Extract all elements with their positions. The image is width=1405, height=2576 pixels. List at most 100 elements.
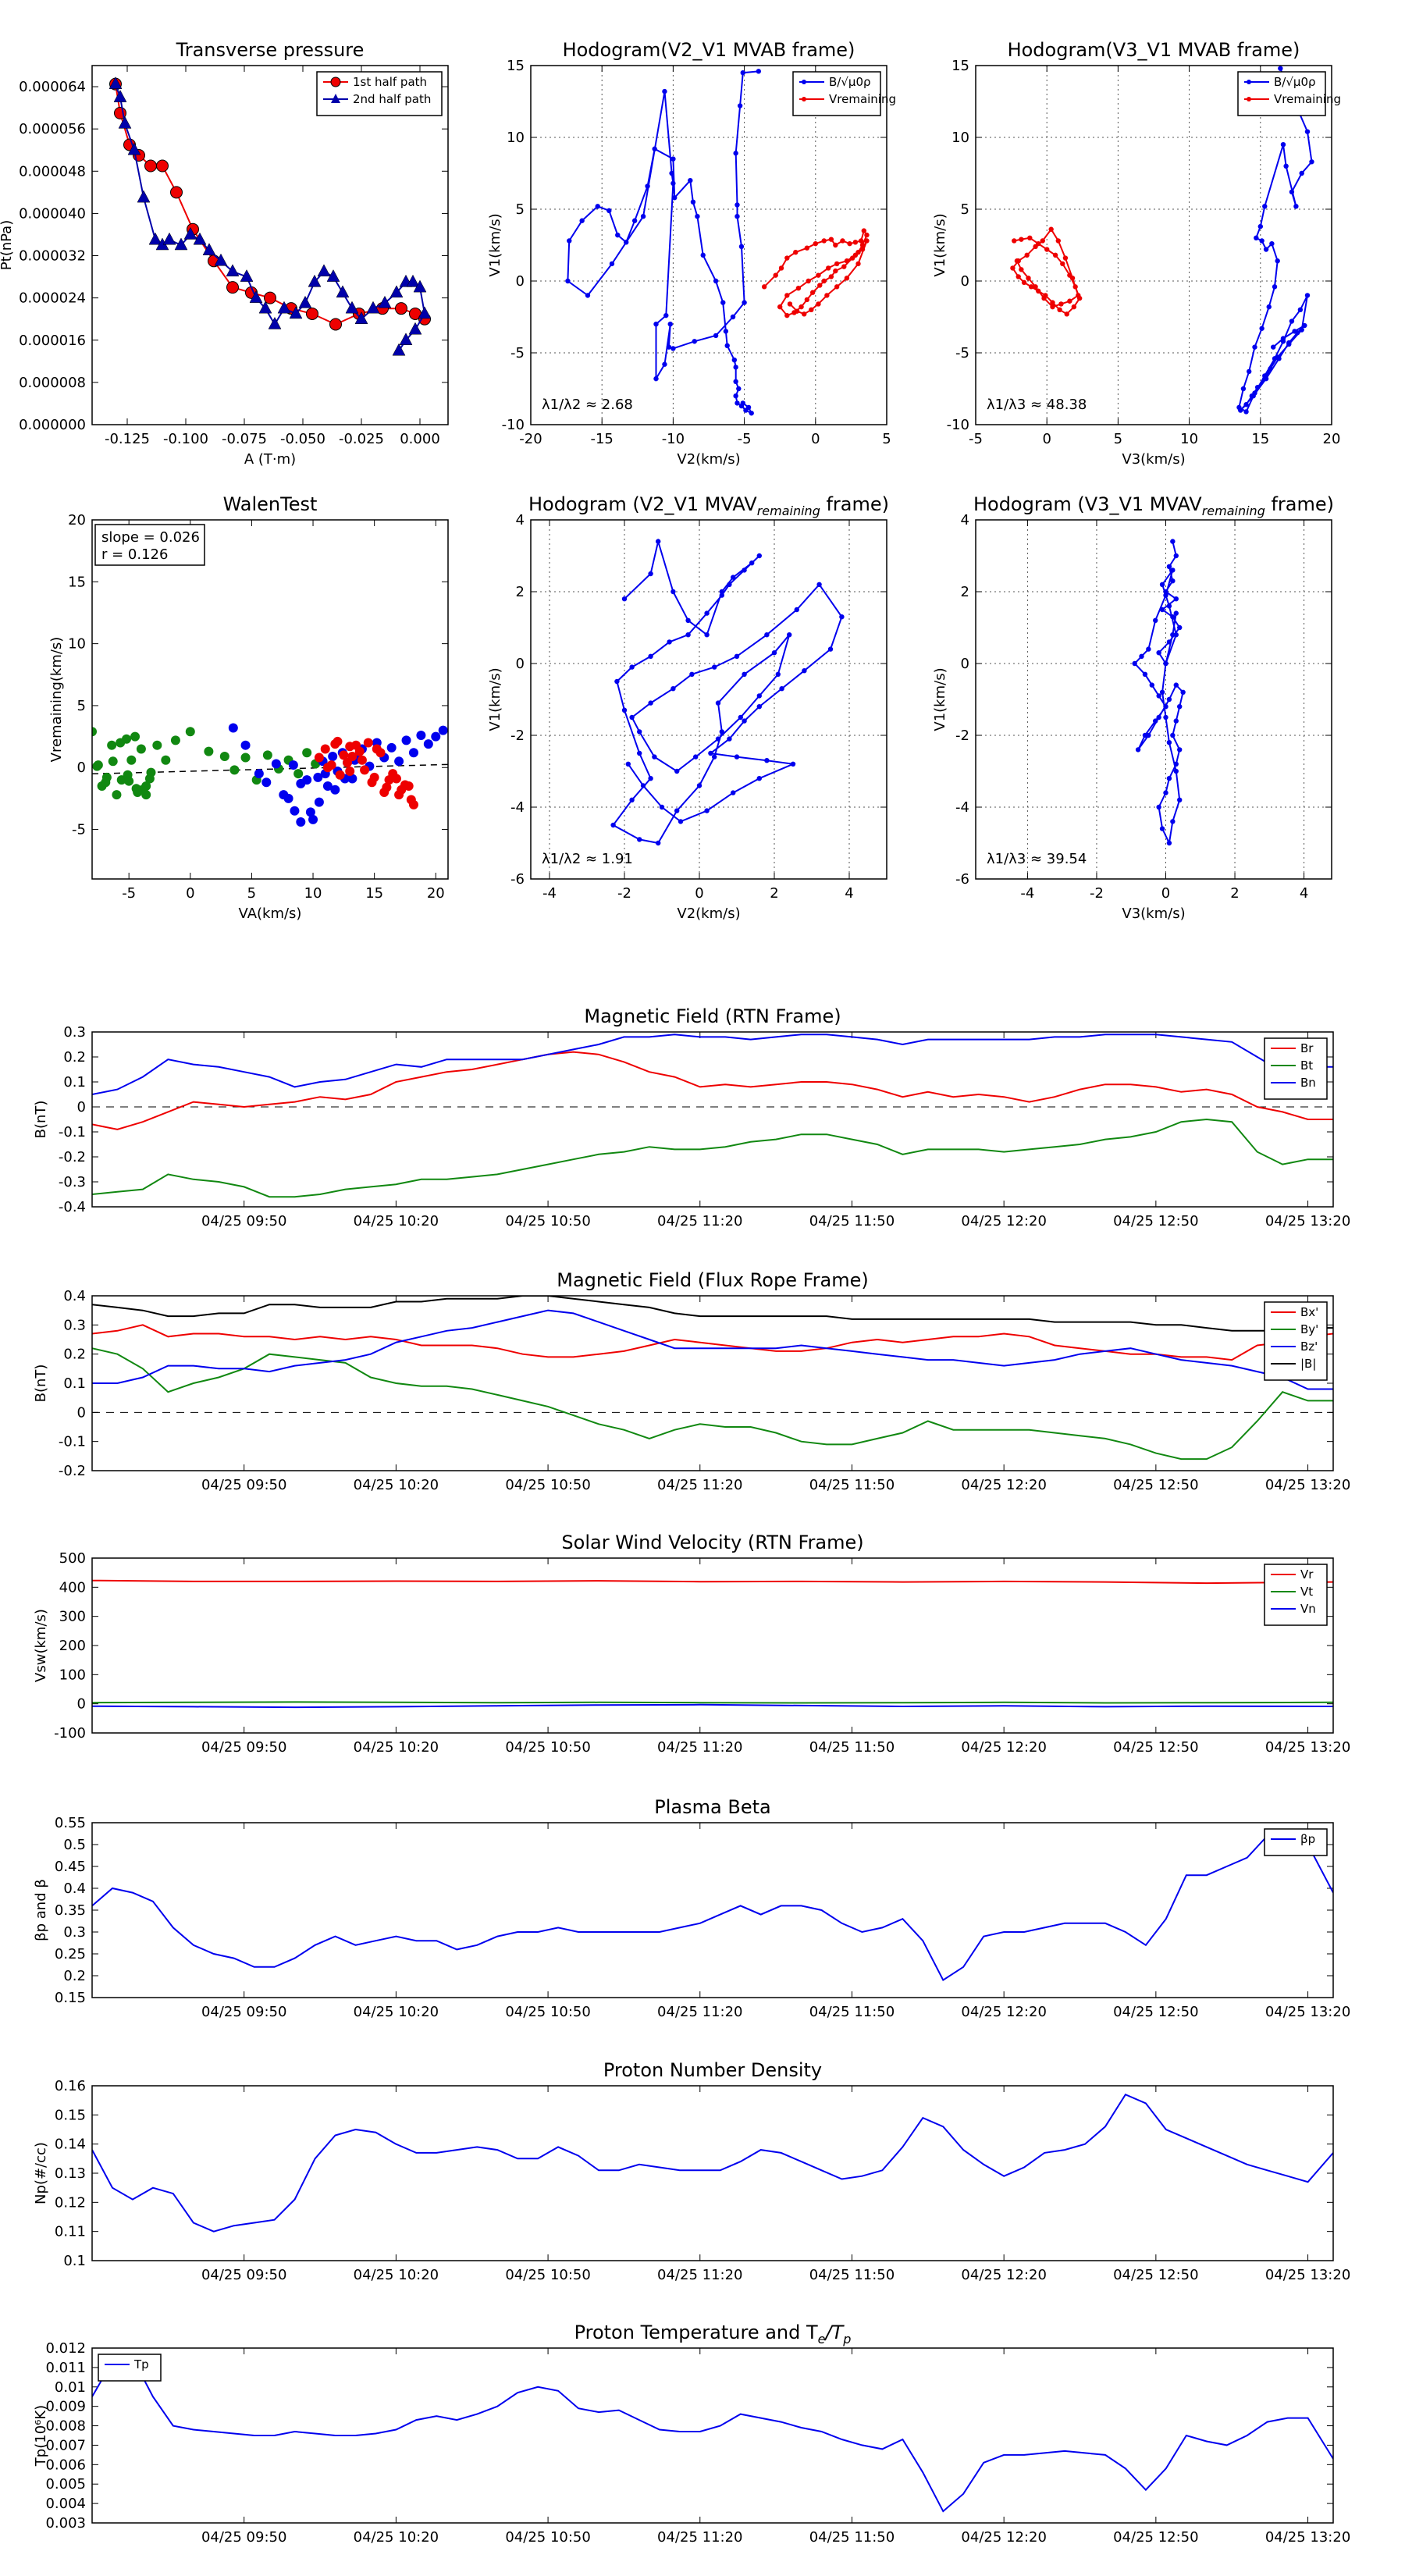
data-point: [775, 671, 781, 677]
series-1: [92, 2093, 1333, 2233]
data-point: [749, 560, 755, 566]
data-point: [1262, 204, 1268, 209]
data-point: [859, 242, 866, 248]
x-tick-label: 15: [1251, 431, 1269, 447]
data-point: [1041, 295, 1047, 301]
data-point: [1177, 797, 1183, 802]
series-line: [1133, 541, 1184, 846]
x-tick-label: 04/25 09:50: [201, 1477, 286, 1493]
data-point: [357, 755, 367, 765]
series-1: [92, 1051, 1333, 1130]
y-tick-label: -6: [955, 871, 969, 888]
x-tick-label: 10: [304, 885, 322, 902]
data-point: [1033, 284, 1038, 290]
y-tick-label: 0.000000: [19, 417, 86, 433]
series-line: [92, 1309, 1333, 1390]
data-point: [1243, 409, 1249, 415]
data-point: [1040, 238, 1045, 244]
y-tick-label: 0.000032: [19, 248, 86, 265]
plot-frame: [975, 519, 1332, 880]
plot-area: [1010, 66, 1314, 415]
data-point: [384, 775, 394, 785]
data-point: [406, 274, 420, 287]
y-tick-label: -100: [54, 1725, 86, 1742]
y-tick-label: 0: [77, 1404, 86, 1421]
legend-box: [98, 2354, 162, 2382]
plot-frame: [975, 65, 1332, 425]
data-point: [1048, 226, 1054, 232]
y-tick-label: 0: [961, 656, 969, 672]
legend-marker: [802, 80, 806, 84]
data-point: [787, 301, 793, 307]
data-point: [615, 232, 621, 238]
data-point: [156, 159, 169, 173]
data-point: [1159, 689, 1165, 695]
data-point: [1153, 718, 1158, 724]
data-point: [804, 297, 810, 303]
y-tick-label: -5: [955, 345, 969, 361]
x-tick-label: -4: [542, 885, 557, 902]
data-point: [1069, 276, 1076, 281]
data-point: [790, 761, 796, 767]
data-point: [795, 286, 802, 291]
y-tick-label: -0.1: [59, 1434, 86, 1450]
data-point: [859, 247, 866, 252]
data-point: [855, 261, 861, 267]
data-point: [637, 750, 642, 756]
data-point: [1050, 304, 1055, 310]
data-point: [809, 290, 816, 295]
x-tick-label: 04/25 09:50: [201, 1213, 286, 1229]
data-point: [861, 228, 867, 233]
y-tick-label: 0.1: [63, 1074, 86, 1091]
data-point: [663, 312, 669, 318]
y-tick-label: -10: [502, 417, 525, 433]
y-tick-label: 0.13: [55, 2165, 86, 2182]
data-point: [653, 375, 659, 382]
x-tick-label: 04/25 10:50: [505, 1213, 590, 1229]
data-point: [749, 411, 754, 416]
data-point: [1153, 617, 1158, 623]
data-point: [1297, 307, 1304, 312]
data-point: [565, 278, 571, 284]
y-tick-label: 0.008: [45, 2418, 86, 2435]
data-point: [1163, 592, 1168, 598]
x-tick-label: 04/25 13:20: [1265, 2004, 1350, 2020]
chart-12: Proton Temperature and Te/Tp 04/25 09:50 0…: [33, 2322, 1350, 2546]
data-point: [1240, 386, 1247, 392]
stats-line: r = 0.126: [101, 546, 168, 563]
data-point: [1280, 142, 1286, 148]
data-point: [737, 103, 743, 109]
x-tick-label: 04/25 10:20: [354, 2004, 439, 2020]
chart-title: Hodogram(V3_V1 MVAB frame): [1008, 39, 1300, 61]
data-point: [185, 727, 195, 737]
data-point: [1142, 732, 1148, 738]
data-point: [734, 653, 740, 659]
data-point: [254, 769, 264, 779]
data-point: [695, 214, 700, 219]
data-point: [141, 781, 151, 792]
data-point: [108, 76, 123, 89]
legend-label: B/√μ0ρ: [829, 75, 871, 89]
data-point: [1026, 276, 1031, 281]
y-axis-label: V1(km/s): [932, 667, 948, 731]
data-point: [354, 746, 365, 756]
data-point: [326, 269, 340, 282]
data-point: [416, 731, 426, 740]
series-2: [761, 228, 870, 318]
data-point: [1064, 311, 1069, 317]
x-tick-label: 04/25 11:20: [657, 2004, 742, 2020]
series-1: [92, 1324, 1333, 1361]
data-point: [1163, 790, 1168, 795]
data-point: [193, 232, 207, 245]
data-point: [704, 632, 710, 638]
data-point: [1257, 223, 1264, 229]
y-tick-label: 0.3: [63, 1317, 86, 1333]
data-point: [288, 760, 298, 770]
data-point: [1156, 650, 1161, 656]
data-point: [1072, 284, 1078, 290]
data-point: [621, 707, 628, 713]
data-point: [1156, 714, 1161, 720]
chart-10: Plasma Beta 04/25 09:50 04/25 10:20 04/25 1…: [33, 1796, 1350, 2020]
data-point: [806, 278, 811, 284]
series-1: [565, 69, 762, 416]
